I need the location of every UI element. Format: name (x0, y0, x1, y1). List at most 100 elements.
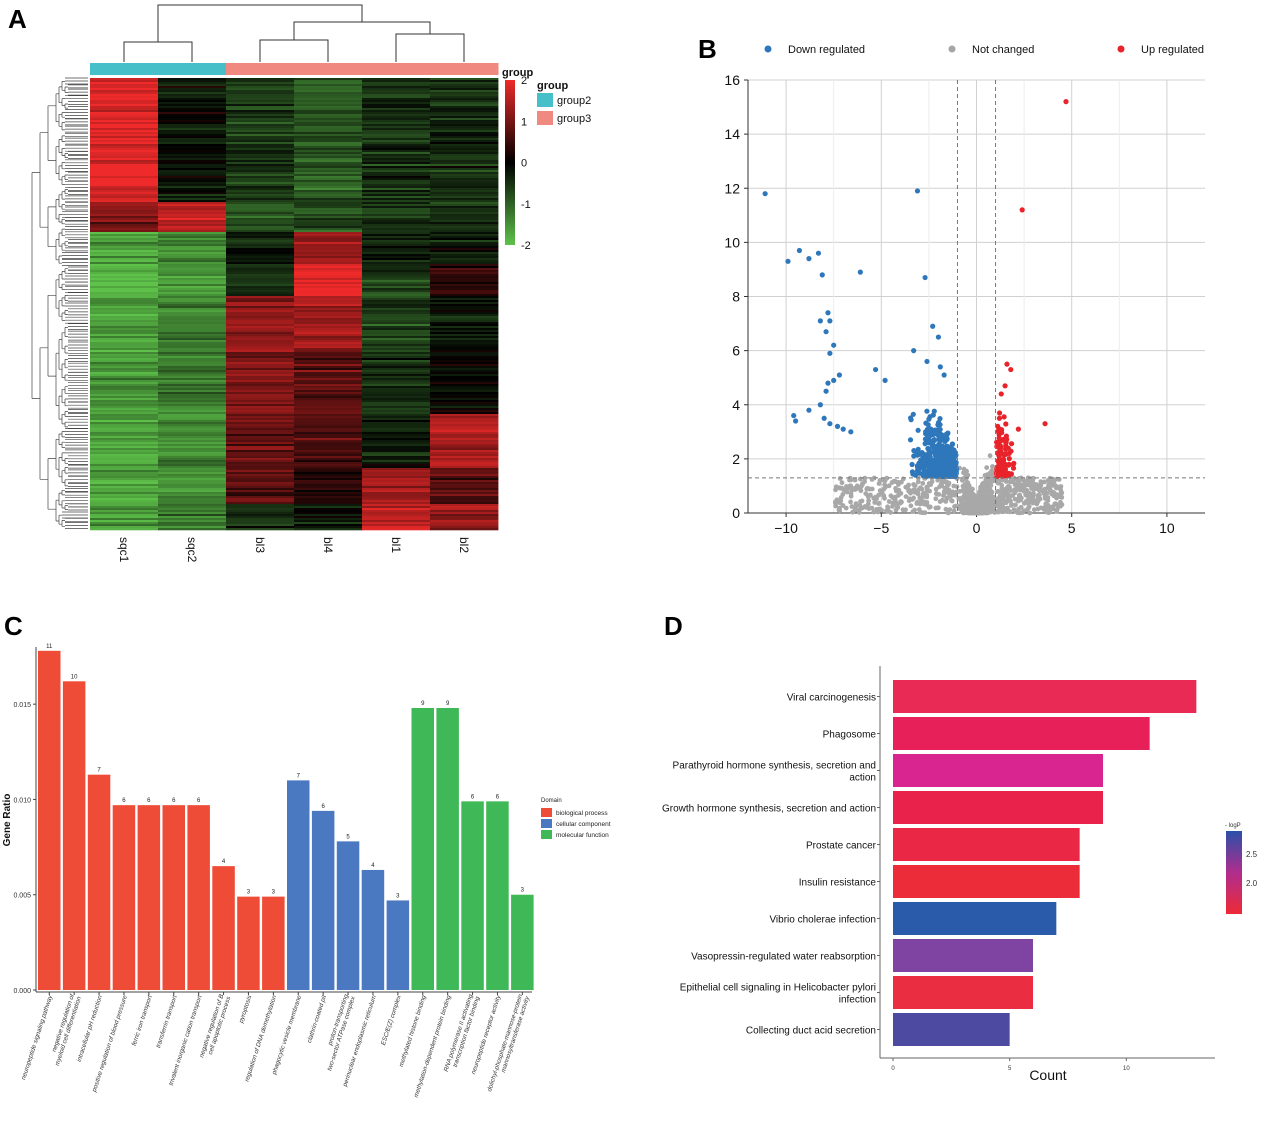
heatmap-cell (430, 180, 499, 183)
not-changed-point (912, 483, 918, 488)
heatmap-cell (294, 172, 363, 175)
heatmap-cell (430, 250, 499, 253)
heatmap-cell (430, 420, 499, 423)
heatmap-cell (430, 500, 499, 503)
not-changed-point (905, 485, 910, 491)
heatmap-cell (90, 78, 159, 81)
heatmap-cell (90, 264, 159, 267)
not-changed-point (964, 499, 969, 505)
down-regulated-point (941, 372, 947, 378)
heatmap-cell (90, 174, 159, 177)
heatmap-cell (90, 416, 159, 419)
go-bar (87, 774, 111, 990)
heatmap-cell (294, 440, 363, 443)
heatmap-cell (90, 230, 159, 233)
not-changed-point (921, 501, 927, 507)
heatmap-cell (294, 266, 363, 269)
heatmap-cell (430, 436, 499, 439)
heatmap-cell (226, 482, 295, 485)
heatmap-cell (90, 308, 159, 311)
heatmap-cell (158, 314, 227, 317)
down-regulated-point (923, 429, 929, 435)
heatmap-cell (294, 430, 363, 433)
pathway-label-line: action (849, 773, 876, 784)
heatmap-cell (90, 110, 159, 113)
heatmap-cell (226, 138, 295, 141)
heatmap-cell (362, 376, 431, 379)
not-changed-point (1003, 479, 1009, 484)
heatmap-cell (90, 524, 159, 527)
heatmap-cell (294, 168, 363, 171)
heatmap-cell (158, 184, 227, 187)
heatmap-cell (226, 486, 295, 489)
heatmap-cell (158, 200, 227, 203)
heatmap-cell (158, 386, 227, 389)
heatmap-cell (430, 502, 499, 505)
heatmap-cell (294, 276, 363, 279)
down-regulated-point (926, 416, 932, 422)
heatmap-cell (158, 374, 227, 377)
down-regulated-point (930, 323, 936, 329)
group-annotation-cell (90, 63, 159, 75)
heatmap-cell (362, 92, 431, 95)
pathway-label-line: Parathyroid hormone synthesis, secretion… (673, 761, 876, 772)
heatmap-cell (294, 128, 363, 131)
heatmap-cell (158, 208, 227, 211)
heatmap-cell (430, 338, 499, 341)
heatmap-cell (158, 416, 227, 419)
heatmap-cell (294, 278, 363, 281)
heatmap-cell (362, 214, 431, 217)
heatmap-cell (294, 484, 363, 487)
up-regulated-point (999, 470, 1005, 476)
heatmap-cell (158, 360, 227, 363)
heatmap-cell (362, 440, 431, 443)
heatmap-cell (294, 486, 363, 489)
heatmap-cell (430, 412, 499, 415)
heatmap-cell (158, 484, 227, 487)
heatmap-cell (158, 410, 227, 413)
heatmap-cell (294, 448, 363, 451)
heatmap-cell (362, 400, 431, 403)
go-term-label: pyroptosis (238, 994, 254, 1025)
heatmap-cell (90, 492, 159, 495)
heatmap-cell (158, 118, 227, 121)
heatmap-cell (430, 364, 499, 367)
heatmap-cell (294, 464, 363, 467)
up-regulated-point (1006, 456, 1012, 462)
heatmap-cell (158, 412, 227, 415)
heatmap-cell (226, 260, 295, 263)
heatmap-cell (430, 316, 499, 319)
not-changed-point (839, 480, 845, 486)
heatmap-cell (226, 414, 295, 417)
not-changed-point (886, 499, 892, 504)
not-changed-point (945, 510, 951, 516)
heatmap-cell (294, 416, 363, 419)
heatmap-cell (294, 260, 363, 263)
heatmap-cell (430, 138, 499, 141)
heatmap-cell (226, 440, 295, 443)
heatmap-cell (158, 158, 227, 161)
heatmap-cell (362, 232, 431, 235)
heatmap-cell (430, 370, 499, 373)
heatmap-cell (430, 84, 499, 87)
x-tick-label: 0 (891, 1066, 895, 1072)
heatmap-cell (90, 320, 159, 323)
heatmap-cell (430, 484, 499, 487)
heatmap-cell (362, 94, 431, 97)
heatmap-cell (90, 518, 159, 521)
heatmap-cell (226, 388, 295, 391)
heatmap-cell (362, 480, 431, 483)
heatmap-cell (158, 444, 227, 447)
heatmap-cell (430, 426, 499, 429)
heatmap-cell (362, 236, 431, 239)
heatmap-cell (158, 312, 227, 315)
not-changed-point (866, 494, 871, 500)
heatmap-cell (362, 120, 431, 123)
down-regulated-point (916, 466, 922, 472)
heatmap-cell (430, 448, 499, 451)
heatmap-cell (226, 368, 295, 371)
heatmap-cell (226, 332, 295, 335)
heatmap-cell (158, 490, 227, 493)
